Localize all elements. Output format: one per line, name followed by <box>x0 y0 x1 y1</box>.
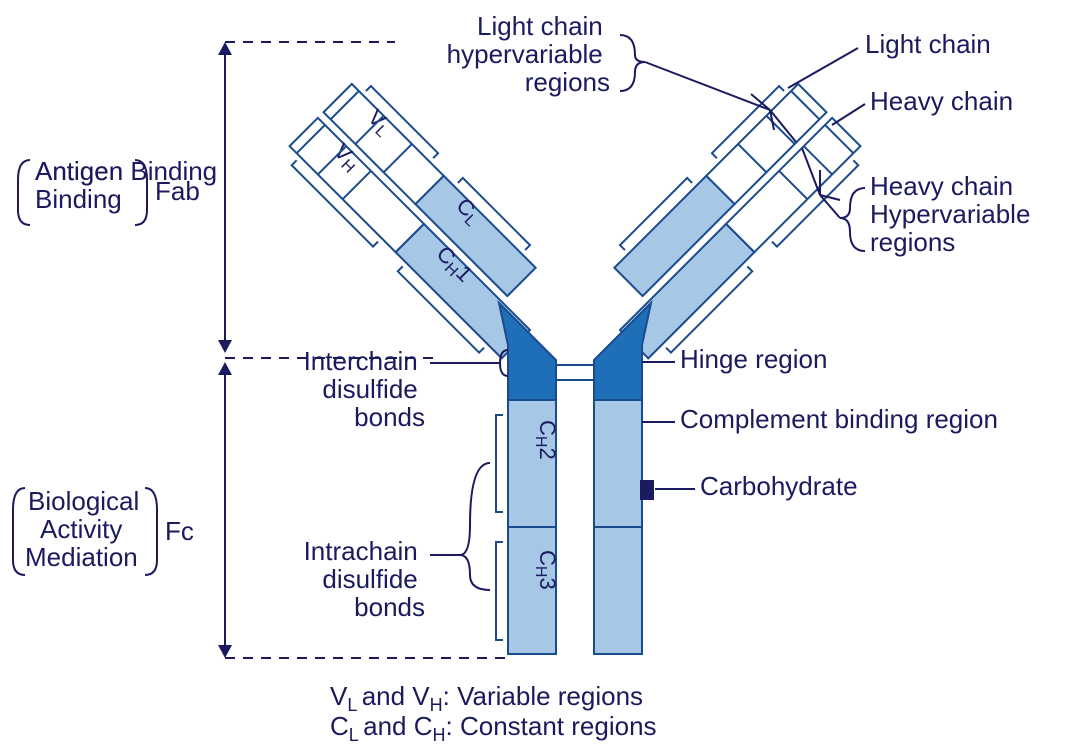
bio-activity-paren-close <box>145 488 157 575</box>
bio-activity-paren <box>13 488 25 575</box>
antibody-diagram: Antigen Binding Antigen Binding Fab Biol… <box>0 0 1080 753</box>
fc-arrow-down <box>218 645 232 658</box>
fc-arrow-up <box>218 362 232 375</box>
antigen-binding-paren <box>18 160 30 225</box>
hinge-left <box>499 303 556 400</box>
ch3-left <box>508 527 556 654</box>
fc-label: Fc <box>165 516 194 546</box>
ch3-right <box>594 527 642 654</box>
hinge-right <box>594 303 651 400</box>
heavy-chain-hv-label: Heavy chain Hypervariable regions <box>870 171 1038 257</box>
carbohydrate-label: Carbohydrate <box>700 471 858 501</box>
heavy-chain-label: Heavy chain <box>870 86 1013 116</box>
fab-arrow-up <box>218 42 232 55</box>
heavy-chain-leader <box>832 104 865 125</box>
intrachain-brace <box>430 463 490 590</box>
light-chain-label: Light chain <box>865 29 991 59</box>
light-hv-leader <box>645 62 770 110</box>
heavy-hv-brace <box>840 188 865 251</box>
ch2-bracket <box>496 415 503 512</box>
hinge-label: Hinge region <box>680 344 827 374</box>
fab-label: Fab <box>155 176 200 206</box>
antigen-binding-text: Antigen Binding <box>35 156 130 214</box>
legend-line1: VL and VH: Variable regions <box>330 681 643 715</box>
left-arm: VH CH1 VL CL <box>281 75 572 366</box>
interchain-label: Interchain disulfide bonds <box>304 346 425 432</box>
ch2-right <box>594 400 642 527</box>
light-hv-brace <box>620 35 645 91</box>
light-chain-leader <box>788 48 858 88</box>
right-arm <box>578 75 869 366</box>
light-chain-hv-label: Light chain hypervariable regions <box>447 11 610 97</box>
bio-activity-text: Biological Activity Mediation <box>25 486 147 572</box>
complement-label: Complement binding region <box>680 404 998 434</box>
carbohydrate-marker <box>640 480 654 500</box>
legend-line2: CL and CH: Constant regions <box>330 711 657 745</box>
fab-arrow-down <box>218 340 232 353</box>
ch3-bracket <box>496 542 503 640</box>
intrachain-label: Intrachain disulfide bonds <box>304 536 425 622</box>
